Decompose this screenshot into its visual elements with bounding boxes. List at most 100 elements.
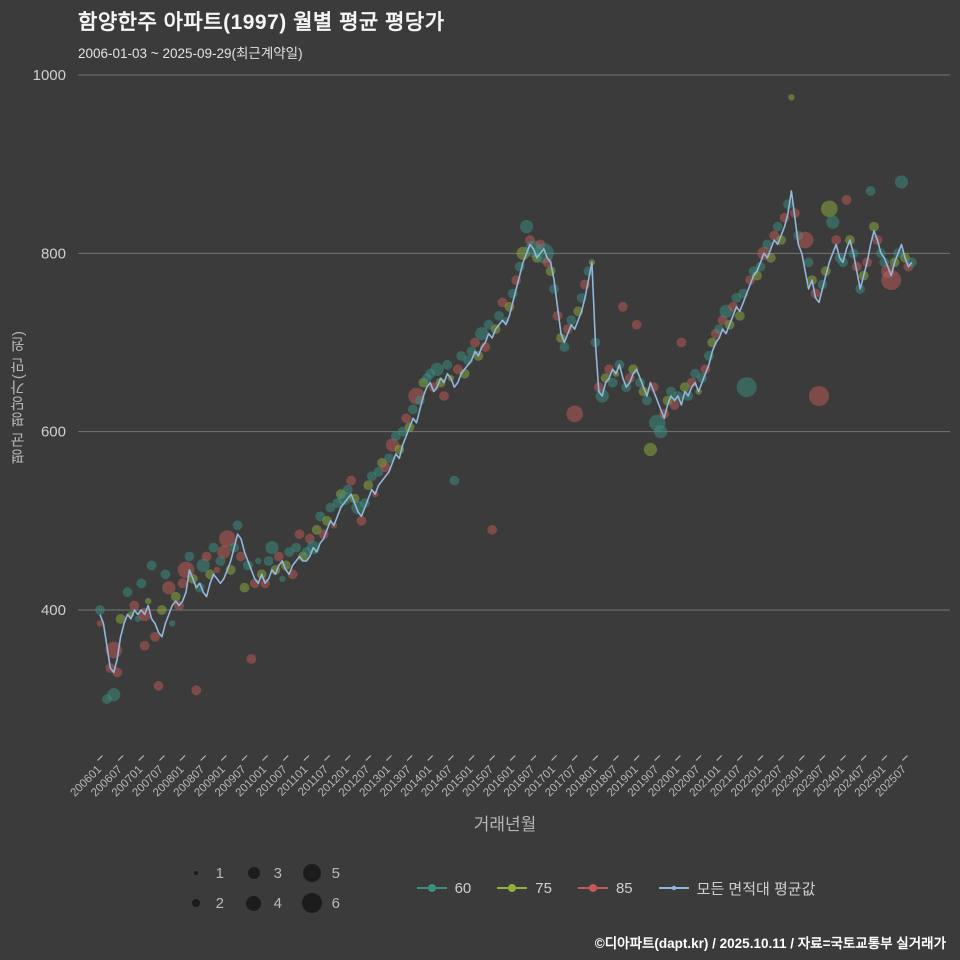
- size-legend-dot: [193, 871, 198, 875]
- area-group-legend: 60 75 85 모든 면적대 평균값: [416, 878, 816, 899]
- scatter-point: [869, 221, 879, 232]
- scatter-point: [826, 215, 840, 229]
- scatter-point: [545, 266, 556, 277]
- size-legend-label: 1: [215, 864, 224, 882]
- scatter-point: [115, 614, 126, 624]
- scatter-point: [342, 484, 353, 495]
- scatter-point: [865, 186, 876, 196]
- scatter-point: [669, 400, 680, 410]
- scatter-point: [265, 541, 279, 555]
- scatter-point: [208, 542, 219, 553]
- legend-item-area-85[interactable]: 85: [577, 879, 633, 897]
- scatter-point: [803, 257, 814, 268]
- scatter-point: [170, 591, 181, 602]
- scatter-point: [831, 235, 842, 245]
- scatter-point: [487, 524, 498, 535]
- scatter-point: [157, 605, 167, 615]
- scatter-point: [363, 480, 374, 491]
- scatter-point: [346, 475, 356, 486]
- legend-item-average-line[interactable]: 모든 면적대 평균값: [658, 878, 816, 899]
- y-tick-label: 400: [41, 602, 66, 619]
- scatter-point: [796, 231, 814, 249]
- legend-item-label: 75: [535, 879, 552, 897]
- scatter-point: [263, 556, 274, 566]
- scatter-point: [449, 475, 460, 486]
- scatter-point: [213, 566, 221, 574]
- legend-item-area-60[interactable]: 60: [416, 879, 472, 897]
- dot-legend-marker-icon: [577, 884, 608, 892]
- y-tick-label: 1000: [33, 67, 66, 84]
- scatter-point: [783, 199, 793, 210]
- legend-item-area-75[interactable]: 75: [497, 880, 552, 897]
- size-legend-dot: [247, 867, 260, 879]
- scatter-point: [255, 557, 262, 565]
- size-legend-dot: [191, 899, 200, 907]
- scatter-point: [184, 551, 195, 562]
- scatter-point: [552, 310, 563, 321]
- size-legend-dot: [246, 895, 262, 911]
- scatter-point: [191, 685, 202, 696]
- scatter-point: [274, 551, 284, 562]
- size-legend-item: 4: [243, 895, 301, 912]
- scatter-point: [160, 569, 171, 580]
- scatter-point: [384, 453, 394, 464]
- scatter-point: [145, 597, 152, 605]
- average-line: [99, 190, 913, 674]
- size-legend-item: 1: [185, 865, 243, 882]
- scatter-point: [494, 310, 504, 321]
- scatter-point: [201, 551, 212, 562]
- scatter-point: [408, 404, 418, 415]
- dot-legend-marker-icon: [497, 884, 528, 892]
- size-legend-item: 3: [243, 865, 301, 882]
- scatter-point: [294, 529, 305, 540]
- scatter-point: [851, 261, 862, 272]
- scatter-point: [734, 310, 745, 321]
- scatter-point: [762, 239, 773, 250]
- scatter-point: [566, 405, 583, 423]
- dot-legend-marker-icon: [416, 884, 447, 892]
- scatter-point: [107, 688, 121, 702]
- scatter-point: [430, 362, 444, 376]
- scatter-point: [736, 377, 757, 398]
- scatter-points: [95, 94, 917, 705]
- y-tick-label: 600: [41, 424, 66, 441]
- scatter-point: [146, 560, 157, 571]
- scatter-point: [380, 462, 391, 473]
- scatter-point: [810, 288, 821, 299]
- legend-item-label: 85: [615, 879, 633, 897]
- scatter-point: [239, 582, 250, 593]
- x-axis-ticks: 2006012006072007012007072008012008072009…: [69, 755, 909, 799]
- scatter-point: [520, 220, 534, 234]
- scatter-point: [894, 175, 909, 189]
- legend-item-label: 60: [454, 879, 472, 897]
- scatter-point: [772, 221, 783, 232]
- scatter-point: [788, 94, 795, 101]
- scatter-point: [153, 680, 164, 691]
- scatter-point: [566, 315, 577, 326]
- y-axis-tick-labels: 400 600 800 1000: [33, 67, 66, 619]
- scatter-point: [291, 542, 301, 553]
- scatter-point: [129, 600, 140, 611]
- size-legend-dot: [301, 893, 322, 913]
- scatter-point: [196, 558, 210, 573]
- scatter-point: [881, 270, 902, 291]
- scatter-point: [219, 530, 236, 547]
- scatter-point: [809, 386, 829, 406]
- page-subtitle: 2006-01-03 ~ 2025-09-29(최근계약일): [78, 46, 303, 61]
- scatter-point: [232, 520, 243, 531]
- size-legend-label: 4: [273, 894, 282, 912]
- scatter-point: [356, 515, 367, 526]
- size-legend-dot: [302, 864, 321, 882]
- scatter-point: [549, 284, 559, 294]
- footer-credit: ©디아파트(dapt.kr) / 2025.10.11 / 자료=국토교통부 실…: [594, 936, 946, 951]
- scatter-point: [618, 301, 628, 312]
- scatter-point: [215, 556, 226, 566]
- legend-item-label: 모든 면적대 평균값: [696, 880, 816, 898]
- scatter-point: [150, 631, 160, 642]
- scatter-point: [401, 413, 412, 424]
- scatter-point: [642, 395, 652, 406]
- scatter-point: [236, 551, 246, 562]
- size-legend-item: 6: [301, 893, 359, 913]
- y-tick-label: 800: [41, 245, 66, 262]
